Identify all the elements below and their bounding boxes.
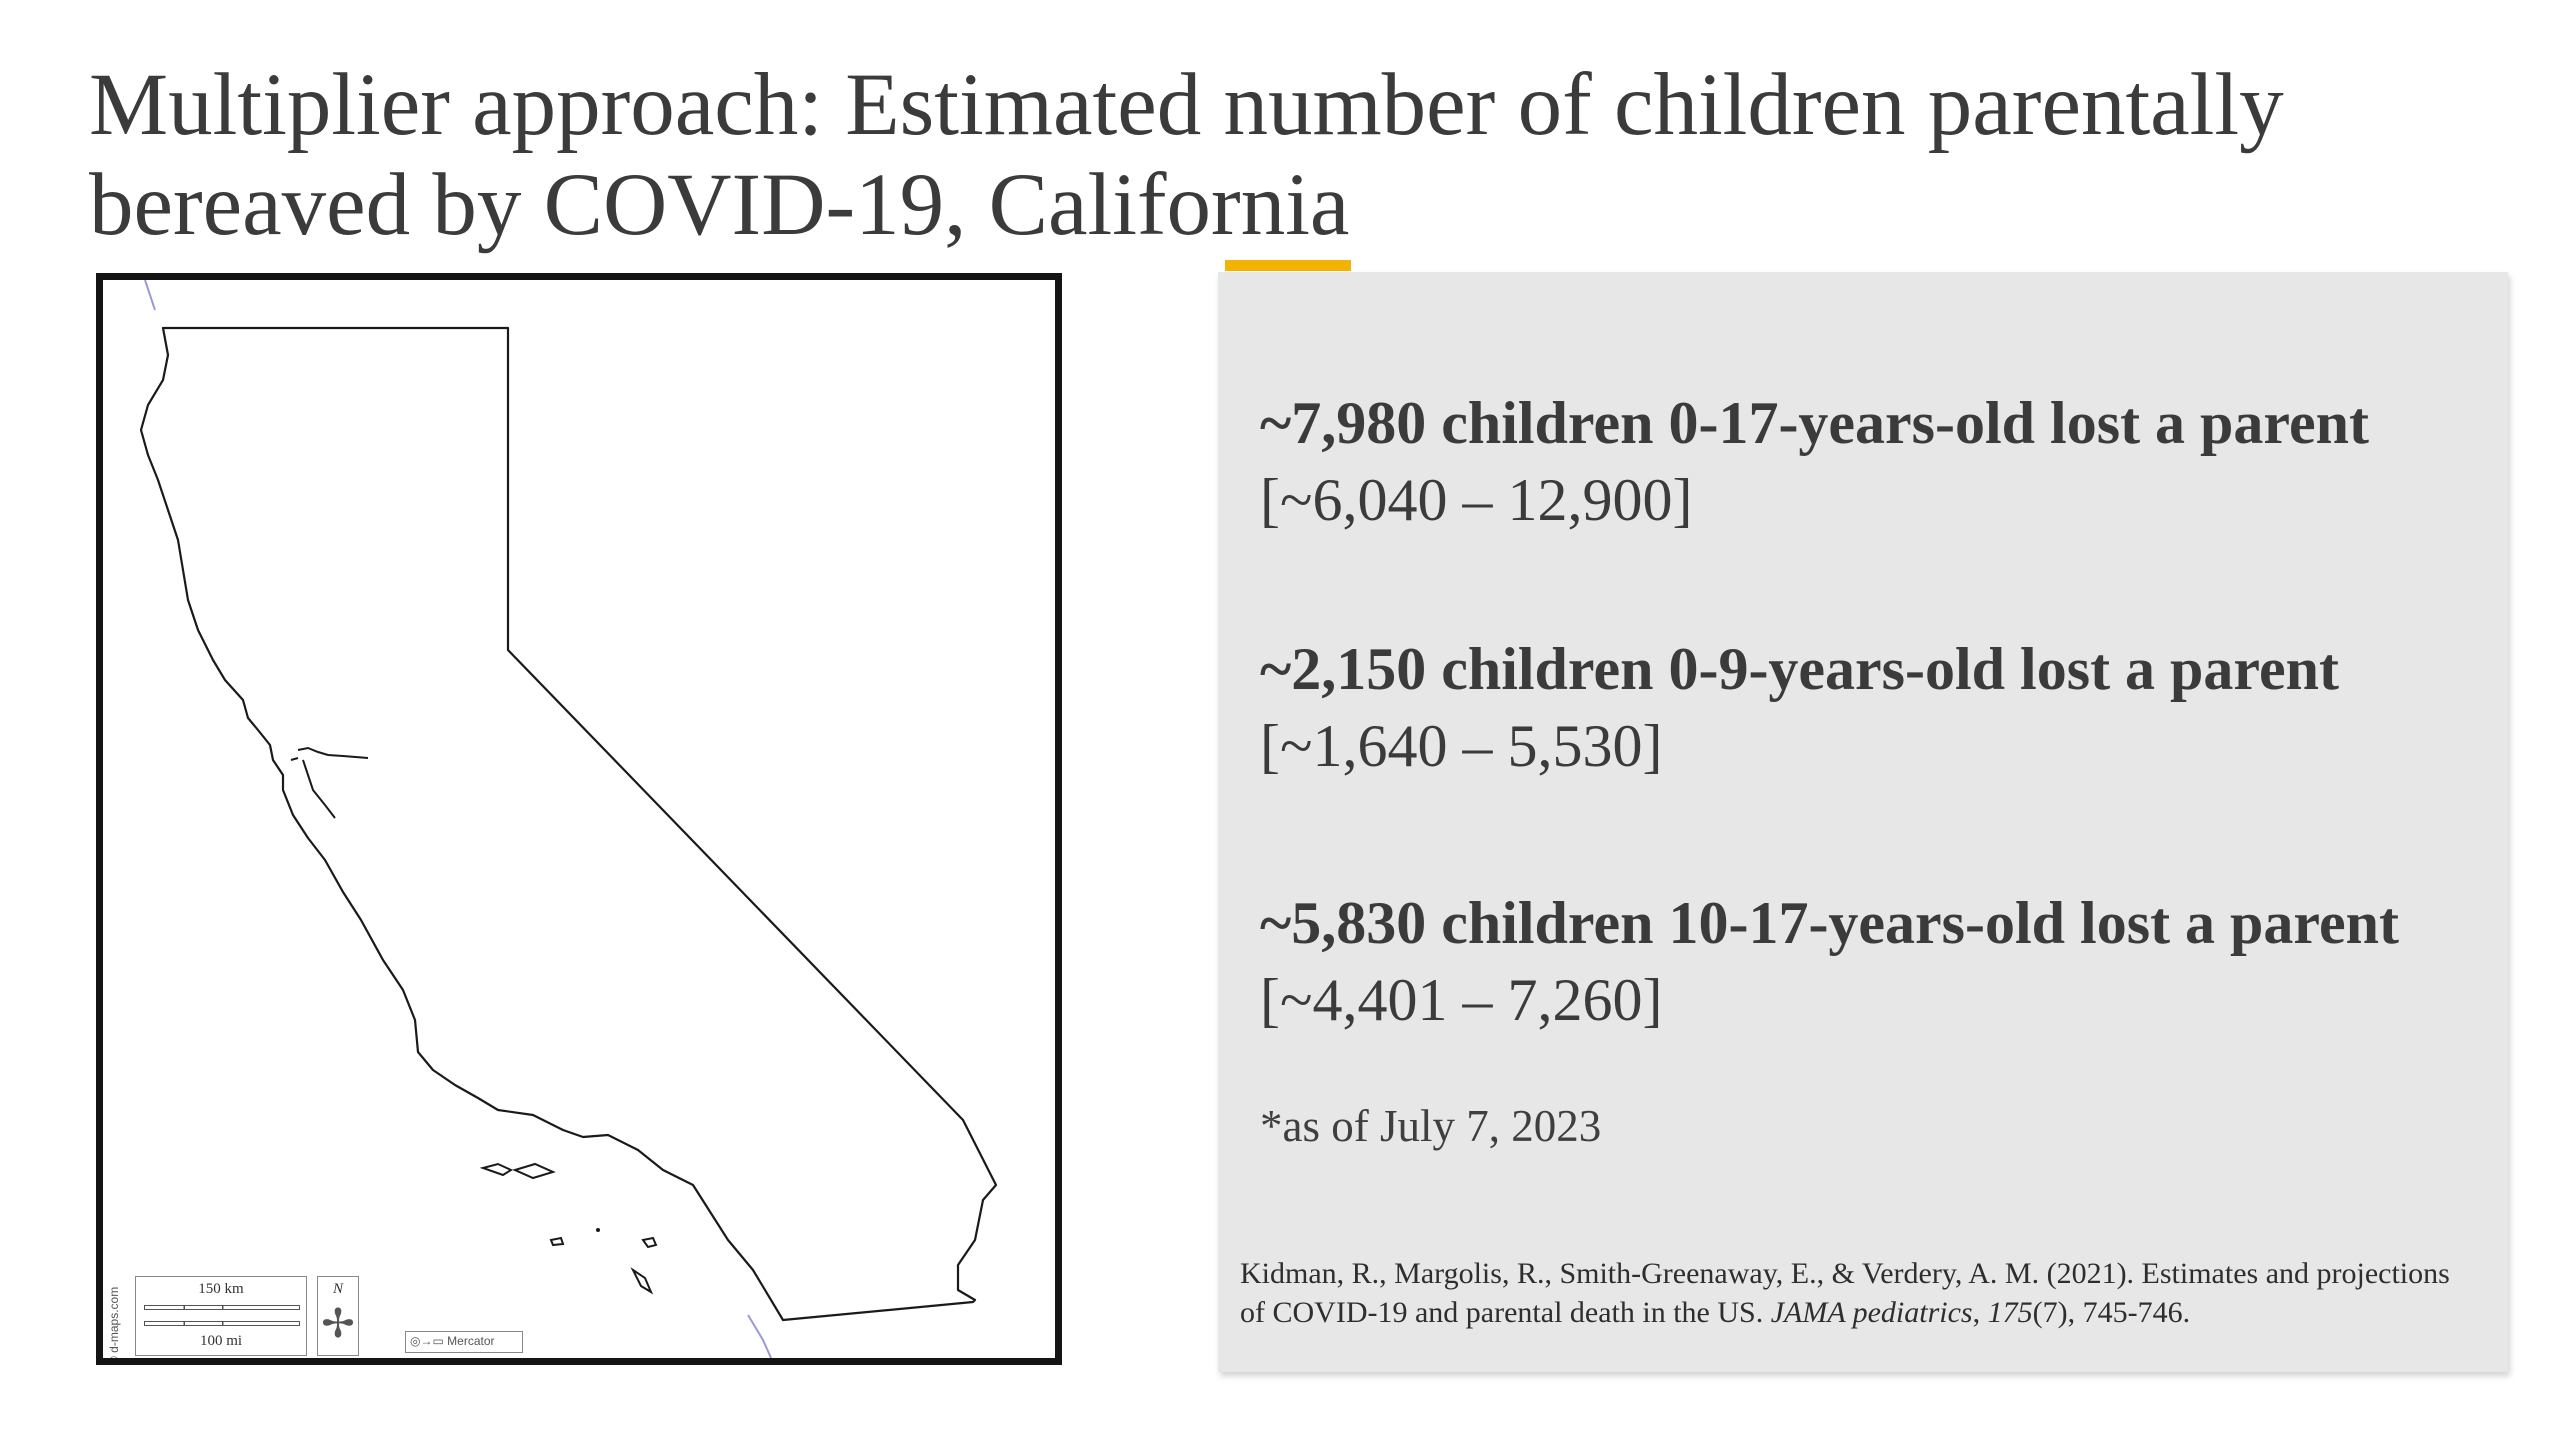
compass-rose-icon: ✢ bbox=[321, 1301, 355, 1346]
compass-box: N ✢ bbox=[317, 1276, 359, 1356]
map-credit: © d-maps.com bbox=[107, 1286, 121, 1365]
colorado-river-line bbox=[144, 280, 156, 311]
compass-north-label: N bbox=[332, 1281, 343, 1297]
citation-volume: 175 bbox=[1987, 1296, 2033, 1329]
scale-mi-label: 100 mi bbox=[199, 1333, 243, 1349]
channel-island-6 bbox=[596, 1228, 600, 1232]
stat-headline-0-9: ~2,150 children 0-9-years-old lost a par… bbox=[1260, 636, 2339, 702]
stat-range-0-9: [~1,640 – 5,530] bbox=[1260, 713, 1663, 779]
stats-panel: ~7,980 children 0-17-years-old lost a pa… bbox=[1218, 272, 2508, 1372]
scale-bar-km bbox=[144, 1305, 300, 1310]
citation: Kidman, R., Margolis, R., Smith-Greenawa… bbox=[1240, 1254, 2480, 1332]
stat-headline-0-17: ~7,980 children 0-17-years-old lost a pa… bbox=[1260, 390, 2369, 456]
projection-label-box: ◎→▭ Mercator bbox=[405, 1331, 523, 1353]
slide-title: Multiplier approach: Estimated number of… bbox=[89, 56, 2284, 254]
scale-bar-mi bbox=[144, 1321, 300, 1326]
accent-bar bbox=[1225, 260, 1351, 271]
stat-headline-10-17: ~5,830 children 10-17-years-old lost a p… bbox=[1260, 890, 2399, 956]
projection-label: Mercator bbox=[447, 1334, 495, 1348]
channel-island-4 bbox=[630, 1267, 654, 1295]
citation-sep: , bbox=[1972, 1296, 1988, 1329]
channel-island-1 bbox=[479, 1162, 514, 1177]
california-map: © d-maps.com 150 km 100 mi N ✢ ◎→▭ Merca… bbox=[96, 273, 1062, 1365]
channel-island-2 bbox=[512, 1162, 556, 1180]
california-state-outline bbox=[139, 326, 998, 1322]
citation-issue-pages: (7), 745-746. bbox=[2032, 1296, 2191, 1329]
channel-island-3 bbox=[641, 1236, 658, 1249]
stat-range-10-17: [~4,401 – 7,260] bbox=[1260, 967, 1663, 1033]
colorado-river-line-south bbox=[747, 1314, 772, 1358]
scale-km-label: 150 km bbox=[198, 1281, 244, 1297]
california-outline-map bbox=[139, 280, 998, 1358]
stat-range-0-17: [~6,040 – 12,900] bbox=[1260, 467, 1693, 533]
scale-bar-box: 150 km 100 mi bbox=[135, 1276, 307, 1356]
citation-authors: Kidman, R., Margolis, R., Smith-Greenawa… bbox=[1240, 1257, 2450, 1329]
citation-journal: JAMA pediatrics bbox=[1770, 1296, 1973, 1329]
san-francisco-bay bbox=[290, 746, 369, 819]
projection-icon: ◎→▭ bbox=[410, 1334, 444, 1348]
as-of-date-note: *as of July 7, 2023 bbox=[1260, 1101, 1602, 1151]
channel-island-5 bbox=[549, 1236, 565, 1247]
